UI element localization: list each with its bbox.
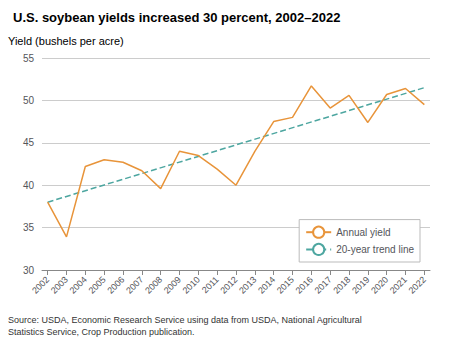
svg-text:Yield (bushels per acre): Yield (bushels per acre) <box>8 35 124 47</box>
svg-text:2016: 2016 <box>294 274 315 295</box>
svg-text:2011: 2011 <box>200 274 221 295</box>
svg-text:2013: 2013 <box>237 274 258 295</box>
svg-text:40: 40 <box>23 180 35 191</box>
svg-text:Source: USDA, Economic Researc: Source: USDA, Economic Research Service … <box>8 315 362 325</box>
svg-text:2007: 2007 <box>124 274 145 295</box>
svg-text:2009: 2009 <box>162 274 183 295</box>
svg-text:2018: 2018 <box>331 274 352 295</box>
svg-text:20-year trend line: 20-year trend line <box>336 244 414 255</box>
svg-text:2005: 2005 <box>86 274 107 295</box>
svg-text:Annual yield: Annual yield <box>336 227 390 238</box>
svg-text:2022: 2022 <box>407 274 428 295</box>
svg-text:U.S. soybean yields increased: U.S. soybean yields increased 30 percent… <box>13 10 340 25</box>
svg-text:50: 50 <box>23 95 35 106</box>
svg-text:2003: 2003 <box>49 274 70 295</box>
svg-text:35: 35 <box>23 222 35 233</box>
svg-text:2015: 2015 <box>275 274 296 295</box>
svg-text:2020: 2020 <box>369 274 390 295</box>
svg-text:2002: 2002 <box>30 274 51 295</box>
svg-text:2008: 2008 <box>143 274 164 295</box>
svg-text:2004: 2004 <box>68 274 89 295</box>
svg-text:55: 55 <box>23 53 35 64</box>
svg-text:2019: 2019 <box>350 274 371 295</box>
svg-text:45: 45 <box>23 137 35 148</box>
svg-text:2006: 2006 <box>105 274 126 295</box>
svg-text:2017: 2017 <box>312 274 333 295</box>
svg-text:2014: 2014 <box>256 274 277 295</box>
svg-text:2010: 2010 <box>181 274 202 295</box>
svg-text:2021: 2021 <box>388 274 409 295</box>
svg-text:Statistics Service, Crop Produ: Statistics Service, Crop Production publ… <box>8 327 195 337</box>
svg-text:2012: 2012 <box>218 274 239 295</box>
svg-text:30: 30 <box>23 265 35 276</box>
